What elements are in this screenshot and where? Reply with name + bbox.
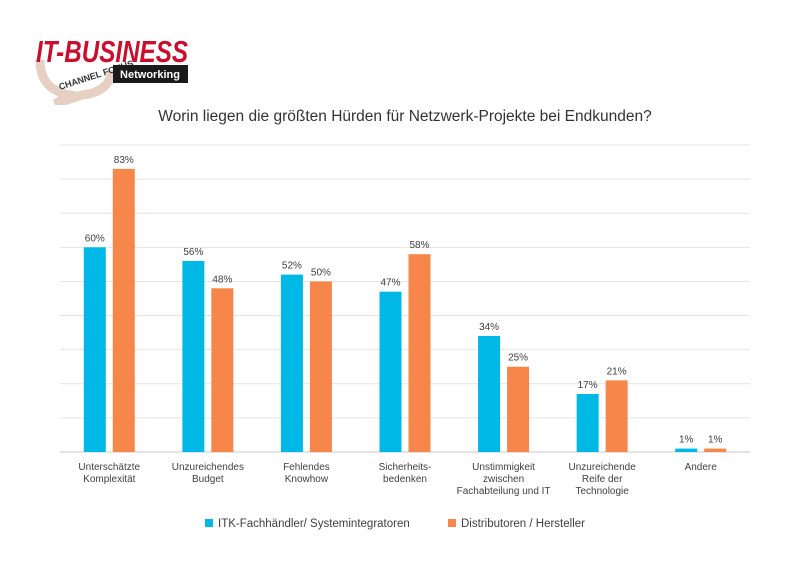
data-labels: 60% 83% 56% 48% 52% 50% 47% 58% 34% 25% 17% 21% 1% 1% [85, 155, 723, 446]
x-tick-label: Knowhow [285, 474, 329, 485]
data-label: 34% [479, 322, 499, 333]
legend: ITK-Fachhändler/ Systemintegratoren Distr… [205, 518, 585, 530]
logo-speech-bubble [35, 59, 117, 105]
logo-tag-text: Networking [120, 69, 180, 81]
data-label: 56% [183, 247, 203, 258]
data-label: 25% [508, 353, 528, 364]
data-label: 17% [578, 380, 598, 391]
data-label: 50% [311, 267, 331, 278]
x-tick-label: bedenken [383, 474, 427, 485]
bar-series-2 [211, 288, 234, 452]
data-label: 60% [85, 233, 105, 244]
x-tick-label: Technologie [575, 486, 629, 497]
data-label: 1% [679, 435, 694, 446]
bar-series-1 [83, 247, 106, 452]
data-label: 48% [212, 274, 232, 285]
bar-series-2 [704, 448, 727, 452]
bar-series-1 [478, 336, 501, 452]
bar-series-2 [408, 254, 431, 452]
x-tick-label: Unstimmigkeit [472, 462, 535, 473]
logo-brand-text: IT-BUSINESS [36, 34, 188, 69]
bar-series-2 [309, 281, 332, 452]
x-tick-label: Sicherheits- [379, 462, 432, 473]
logo-tag-bg [113, 65, 188, 83]
bar-series-2 [112, 168, 135, 452]
data-label: 83% [114, 155, 134, 166]
legend-swatch [205, 519, 213, 527]
legend-label: ITK-Fachhändler/ Systemintegratoren [218, 518, 410, 530]
x-tick-label: Unzureichende [569, 462, 637, 473]
data-label: 52% [282, 261, 302, 272]
x-tick-label: Budget [192, 474, 224, 485]
it-business-logo: IT-BUSINESS CHANNEL FOKUS Networking [35, 34, 188, 105]
x-tick-label: Fehlendes [283, 462, 330, 473]
gridlines [60, 144, 750, 453]
bar-series-1 [576, 394, 599, 452]
legend-label: Distributoren / Hersteller [461, 518, 585, 530]
x-tick-label: zwischen [483, 474, 524, 485]
x-tick-label: Unzureichendes [172, 462, 244, 473]
bar-series-1 [182, 260, 205, 452]
bar-series-1 [379, 291, 402, 452]
data-label: 21% [607, 366, 627, 377]
legend-swatch [448, 519, 456, 527]
chart-title: Worin liegen die größten Hürden für Netz… [158, 108, 652, 125]
bars [83, 168, 727, 452]
bar-series-2 [605, 380, 628, 452]
bar-series-1 [675, 448, 698, 452]
data-label: 47% [380, 278, 400, 289]
x-tick-label: Reife der [582, 474, 623, 485]
bar-series-1 [280, 274, 303, 452]
bar-series-2 [507, 366, 530, 452]
x-tick-label: Andere [685, 462, 718, 473]
x-tick-label: Komplexität [83, 474, 135, 485]
x-tick-label: Fachabteilung und IT [457, 486, 551, 497]
data-label: 1% [708, 435, 723, 446]
x-tick-label: Unterschätzte [78, 462, 140, 473]
data-label: 58% [409, 240, 429, 251]
